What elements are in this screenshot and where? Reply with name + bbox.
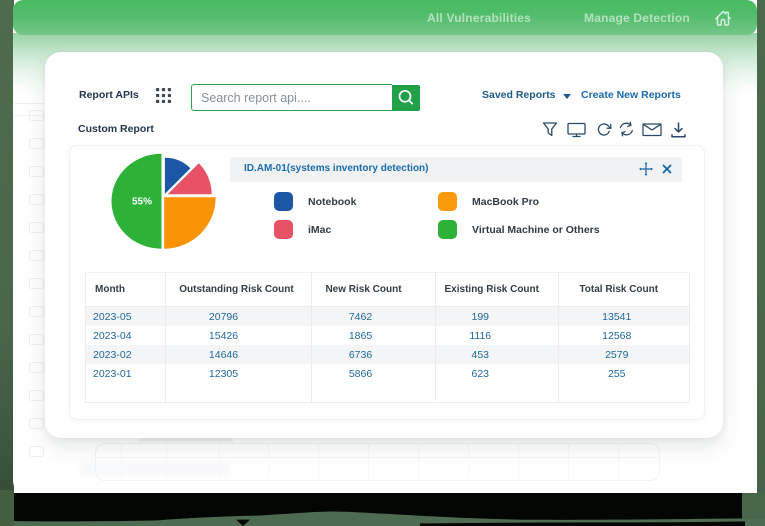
svg-text:55%: 55% bbox=[131, 197, 151, 208]
